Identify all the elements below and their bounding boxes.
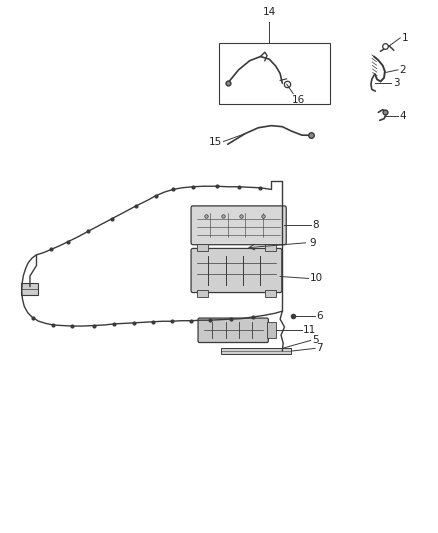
Text: 7: 7 <box>316 343 323 353</box>
Bar <box>197 244 208 251</box>
Bar <box>265 244 276 251</box>
FancyBboxPatch shape <box>198 318 268 343</box>
Bar <box>267 322 276 338</box>
FancyBboxPatch shape <box>191 206 286 245</box>
Text: 14: 14 <box>262 6 276 17</box>
Text: 10: 10 <box>310 273 323 284</box>
Text: 2: 2 <box>399 65 406 75</box>
Bar <box>197 290 208 297</box>
Bar <box>221 349 291 354</box>
Bar <box>21 283 38 295</box>
Text: 1: 1 <box>402 33 408 43</box>
Text: 6: 6 <box>316 311 323 321</box>
Text: 3: 3 <box>393 78 399 88</box>
FancyBboxPatch shape <box>191 248 282 293</box>
Text: 9: 9 <box>310 238 316 247</box>
Bar <box>219 43 330 104</box>
Text: 15: 15 <box>209 136 222 147</box>
Bar <box>265 290 276 297</box>
Text: 8: 8 <box>312 220 318 230</box>
Text: 5: 5 <box>312 335 318 345</box>
Text: 11: 11 <box>303 325 317 335</box>
Text: 16: 16 <box>292 95 305 105</box>
Text: 4: 4 <box>399 110 406 120</box>
